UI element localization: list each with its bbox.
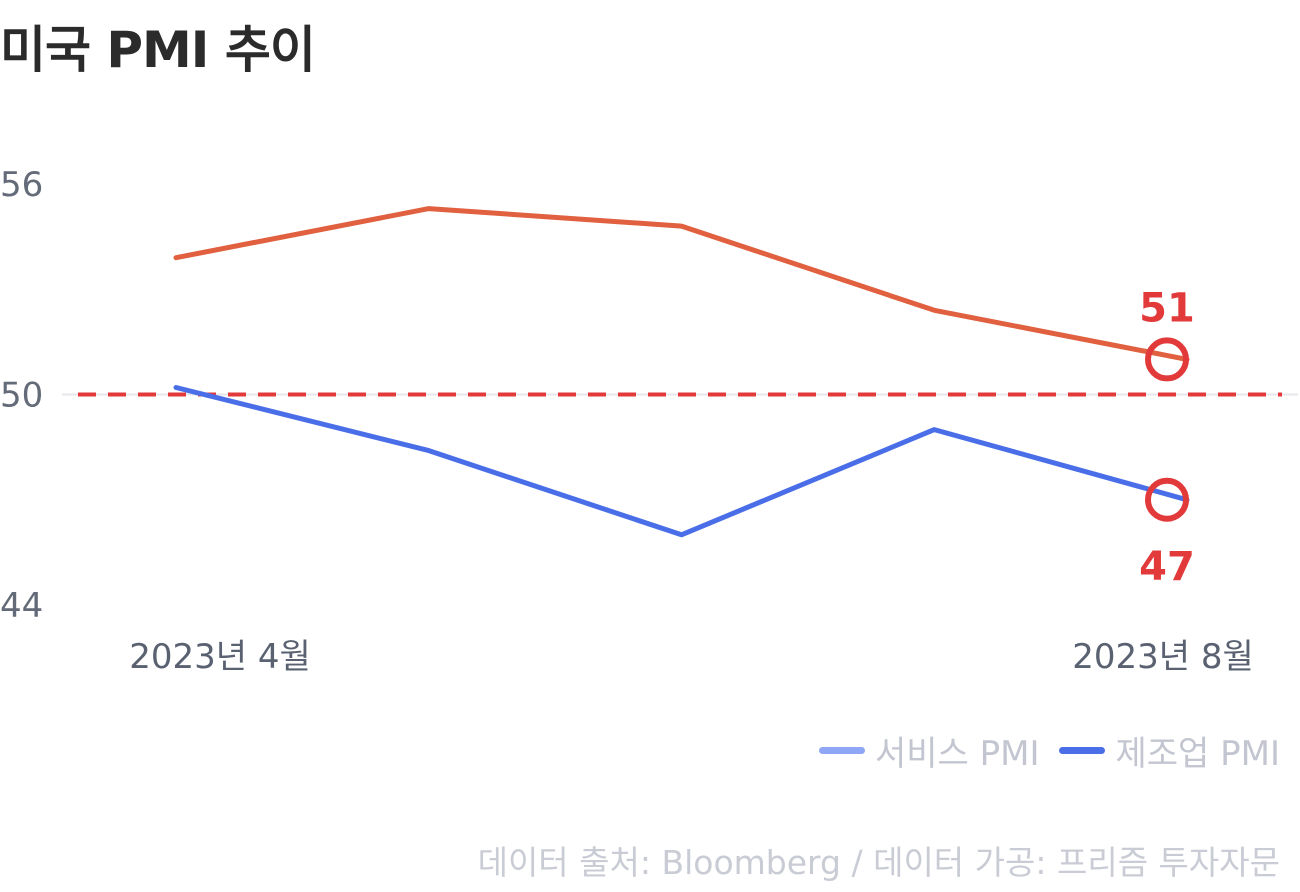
- pmi-line-chart: 56 50 44 51 47 2023년 4월 2023년 8월: [0, 165, 1298, 677]
- data-source-note: 데이터 출처: Bloomberg / 데이터 가공: 프리즘 투자자문: [477, 843, 1280, 882]
- x-tick-label-last: 2023년 8월: [1072, 637, 1254, 677]
- y-tick-label-50: 50: [0, 376, 43, 416]
- data-label-manufacturing: 47: [1139, 544, 1195, 590]
- legend-item-manufacturing[interactable]: 제조업 PMI: [1059, 726, 1280, 775]
- highlight-marker-manufacturing: [1145, 477, 1189, 522]
- y-tick-label-56: 56: [0, 165, 43, 205]
- data-label-services: 51: [1139, 285, 1195, 331]
- chart-legend: 서비스 PMI 제조업 PMI: [818, 726, 1280, 775]
- y-tick-label-44: 44: [0, 586, 43, 626]
- highlight-marker-services: [1145, 337, 1189, 382]
- series-line-services: [173, 206, 1190, 362]
- x-tick-label-first: 2023년 4월: [129, 637, 311, 677]
- legend-swatch-manufacturing: [1059, 747, 1106, 754]
- legend-label-services: 서비스 PMI: [874, 734, 1040, 774]
- legend-swatch-services: [818, 747, 865, 754]
- series-line-manufacturing: [173, 385, 1190, 538]
- legend-label-manufacturing: 제조업 PMI: [1115, 734, 1280, 774]
- chart-title: 미국 PMI 추이: [0, 21, 316, 79]
- legend-item-services[interactable]: 서비스 PMI: [818, 726, 1040, 775]
